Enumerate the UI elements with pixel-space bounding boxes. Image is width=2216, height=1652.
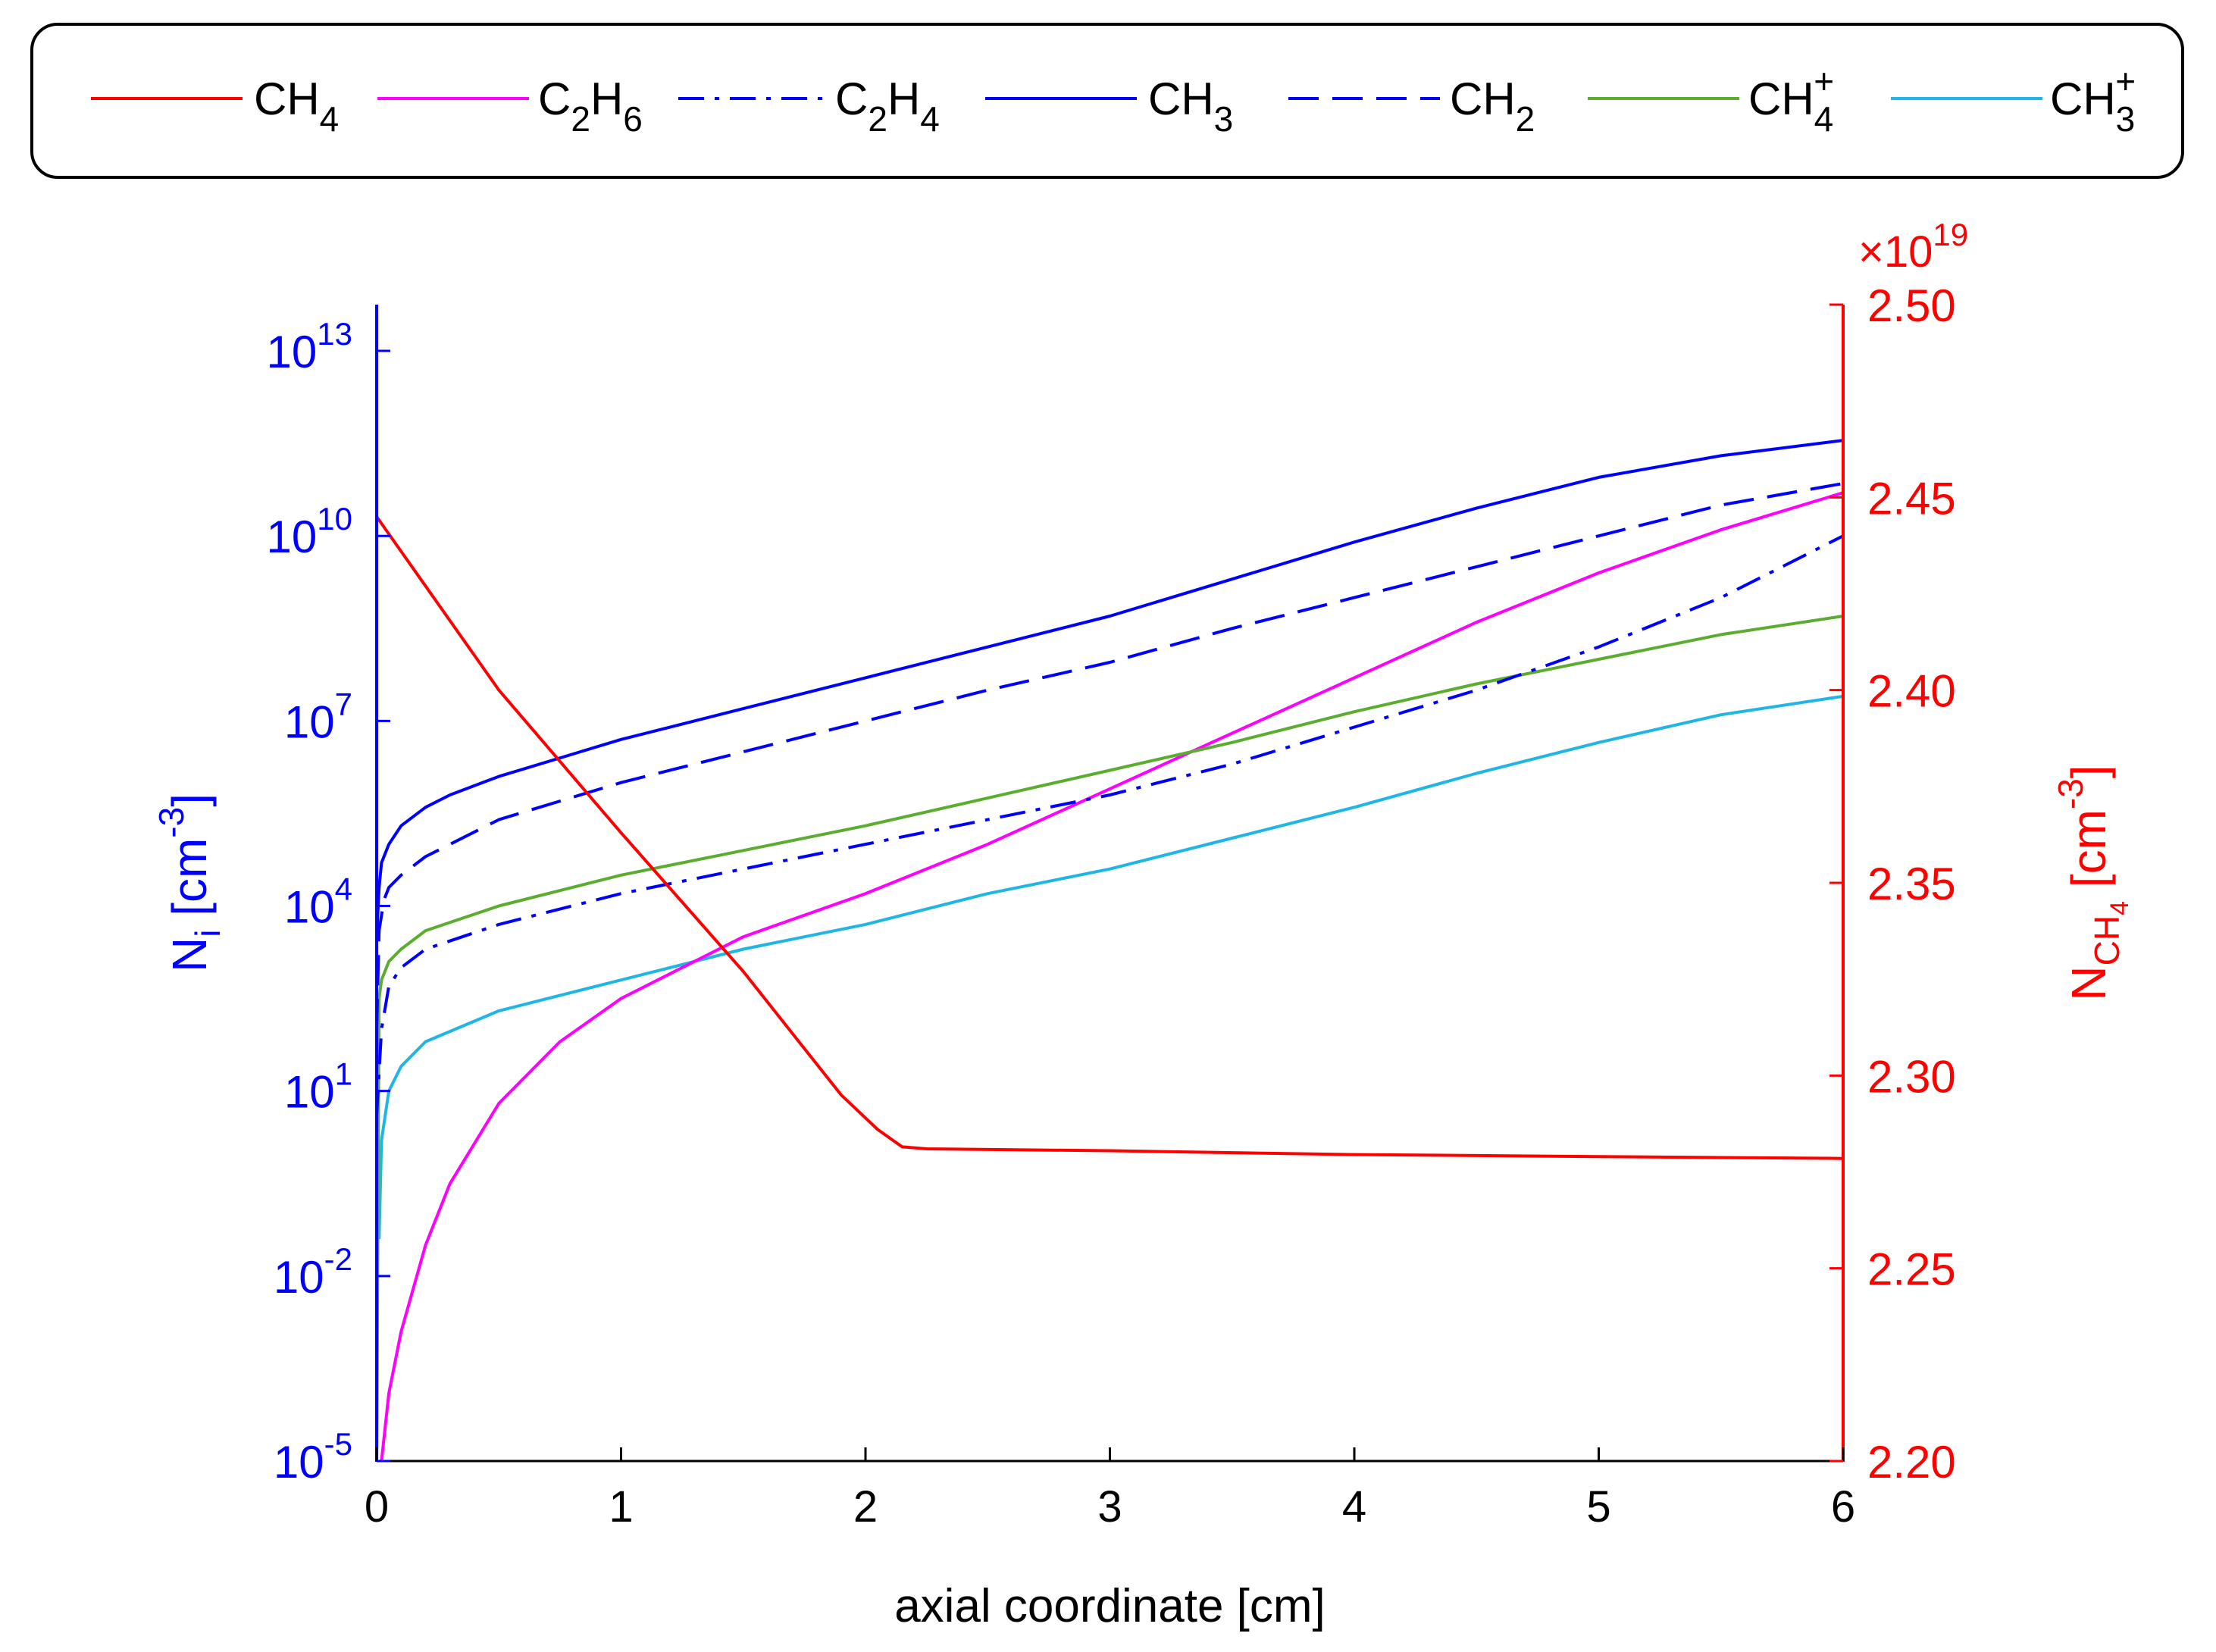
x-tick-label: 0 xyxy=(365,1482,389,1532)
x-axis-label: axial coordinate [cm] xyxy=(894,1580,1326,1632)
left-y-tick-exponent: -2 xyxy=(324,1241,352,1277)
multiplier-exponent: 19 xyxy=(1933,217,1968,252)
series-line-ch3-plus xyxy=(377,694,1844,1240)
right-label-main: N xyxy=(2061,965,2116,1000)
left-y-tick-base: 10 xyxy=(274,1252,324,1303)
left-y-tick-label: 104 xyxy=(284,871,352,933)
left-y-tick-exponent: 7 xyxy=(335,686,352,721)
left-y-axis-label: Ni [cm-3] xyxy=(152,793,227,972)
right-label-sub: CH xyxy=(2087,915,2127,965)
plot-lines xyxy=(377,439,1844,1461)
left-label-main: N xyxy=(162,937,217,972)
left-y-tick-label: 101 xyxy=(284,1056,352,1118)
right-label-close: ] xyxy=(2061,765,2116,778)
legend-label-ch3-plus: CH3+ xyxy=(2050,61,2136,139)
left-y-tick-exponent: 4 xyxy=(335,871,352,907)
left-y-tick-base: 10 xyxy=(274,1437,324,1488)
right-y-tick-label: 2.35 xyxy=(1867,859,1956,909)
left-y-tick-exponent: 1 xyxy=(335,1056,352,1092)
legend-label-ch3: CH3 xyxy=(1148,74,1233,139)
x-tick-label: 6 xyxy=(1831,1482,1855,1532)
left-y-tick-label: 107 xyxy=(284,686,352,747)
x-tick-label: 3 xyxy=(1097,1482,1122,1532)
left-y-tick-exponent: 13 xyxy=(317,316,352,352)
x-tick-label: 2 xyxy=(853,1482,878,1532)
legend-box xyxy=(30,23,2184,179)
legend-label-ch2: CH2 xyxy=(1450,74,1535,139)
legend-label-c2h6: C2H6 xyxy=(538,74,643,139)
left-y-tick-label: 1010 xyxy=(267,501,352,562)
left-y-tick-base: 10 xyxy=(284,696,335,747)
left-label-sup: -3 xyxy=(152,807,191,838)
right-y-axis-label: NCH4 [cm-3] xyxy=(2051,765,2134,1000)
series-line-c2h4 xyxy=(377,534,1844,1116)
left-label-close: ] xyxy=(162,793,217,807)
legend: CH4 C2H6 C2H4 CH3 CH2 CH4+ CH3+ xyxy=(30,23,2184,179)
series-line-ch4 xyxy=(377,515,1844,1160)
right-label-unit: [cm xyxy=(2061,809,2116,901)
x-tick-label: 4 xyxy=(1342,1482,1366,1532)
left-y-tick-label: 10-5 xyxy=(274,1426,352,1488)
x-tick-label: 1 xyxy=(609,1482,633,1532)
legend-label-c2h4: C2H4 xyxy=(835,74,940,139)
legend-label-ch4-plus: CH4+ xyxy=(1748,61,1834,139)
left-label-unit: [cm xyxy=(162,838,217,930)
multiplier-base: ×10 xyxy=(1858,227,1933,277)
axis-labels: axial coordinate [cm]Ni [cm-3]NCH4 [cm-3… xyxy=(152,765,2134,1632)
left-y-tick-label: 10-2 xyxy=(274,1241,352,1303)
axes: 0 1 2 3 4 5 610-510-2101104107101010132.202.25… xyxy=(267,217,1969,1532)
series-line-ch2 xyxy=(377,482,1844,1030)
left-label-sub: i xyxy=(188,930,227,937)
series-line-c2h6 xyxy=(380,491,1844,1461)
left-y-tick-exponent: 10 xyxy=(317,501,352,537)
series-line-ch3 xyxy=(377,439,1844,937)
right-y-multiplier: ×1019 xyxy=(1858,217,1968,277)
right-y-tick-label: 2.50 xyxy=(1867,280,1956,331)
right-y-tick-label: 2.40 xyxy=(1867,666,1956,717)
left-y-tick-base: 10 xyxy=(267,512,318,562)
right-label-sup: -3 xyxy=(2051,778,2090,809)
x-tick-label: 5 xyxy=(1586,1482,1610,1532)
left-y-tick-base: 10 xyxy=(284,882,335,933)
right-label-subsub: 4 xyxy=(2105,901,2134,915)
legend-label-ch4: CH4 xyxy=(254,74,339,139)
right-y-tick-label: 2.30 xyxy=(1867,1051,1956,1102)
right-y-tick-label: 2.25 xyxy=(1867,1244,1956,1295)
right-y-tick-label: 2.20 xyxy=(1867,1437,1956,1488)
left-y-tick-label: 1013 xyxy=(267,316,352,377)
series-line-ch4-plus xyxy=(377,615,1844,1461)
left-y-tick-base: 10 xyxy=(267,327,318,377)
left-y-tick-base: 10 xyxy=(284,1067,335,1118)
left-y-tick-exponent: -5 xyxy=(324,1426,352,1462)
right-y-tick-label: 2.45 xyxy=(1867,473,1956,524)
